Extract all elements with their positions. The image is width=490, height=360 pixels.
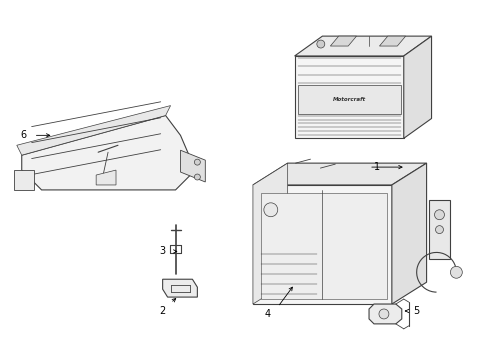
- Polygon shape: [17, 105, 171, 155]
- Polygon shape: [369, 304, 402, 324]
- Polygon shape: [163, 279, 197, 297]
- Polygon shape: [404, 36, 432, 138]
- Text: Motorcraft: Motorcraft: [333, 97, 366, 102]
- Circle shape: [379, 309, 389, 319]
- Circle shape: [264, 203, 278, 217]
- Text: 5: 5: [414, 306, 420, 316]
- Polygon shape: [379, 36, 406, 46]
- Circle shape: [195, 174, 200, 180]
- Circle shape: [436, 226, 443, 234]
- Polygon shape: [180, 150, 205, 182]
- Polygon shape: [22, 116, 196, 190]
- Polygon shape: [253, 185, 392, 304]
- Polygon shape: [96, 170, 116, 185]
- Text: 1: 1: [374, 162, 380, 172]
- Polygon shape: [330, 36, 357, 46]
- Polygon shape: [261, 193, 387, 299]
- Circle shape: [195, 159, 200, 165]
- Polygon shape: [297, 85, 401, 114]
- Text: 2: 2: [160, 306, 166, 316]
- Polygon shape: [14, 170, 34, 190]
- Circle shape: [435, 210, 444, 220]
- Polygon shape: [253, 163, 288, 304]
- Circle shape: [317, 40, 325, 48]
- Circle shape: [450, 266, 462, 278]
- Polygon shape: [294, 36, 432, 56]
- Text: 3: 3: [160, 247, 166, 256]
- Text: 4: 4: [265, 309, 271, 319]
- Polygon shape: [392, 163, 427, 304]
- Polygon shape: [253, 163, 427, 185]
- Text: 6: 6: [21, 130, 27, 140]
- Polygon shape: [294, 56, 404, 138]
- Polygon shape: [429, 200, 450, 260]
